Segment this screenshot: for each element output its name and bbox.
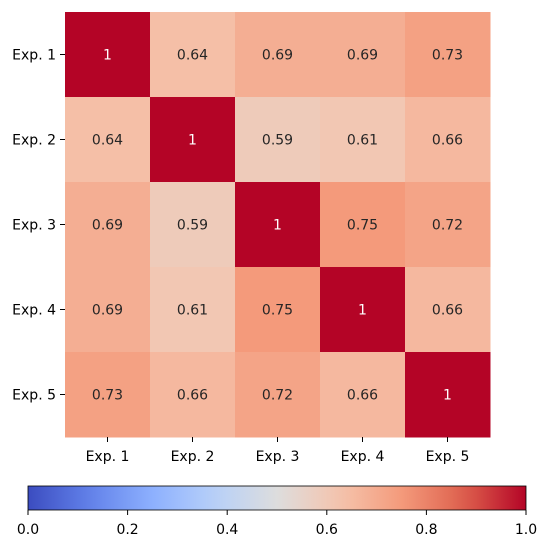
heatmap-cell-r3-c4 [320, 182, 406, 268]
cell-value-label-r3-c4: 0.75 [347, 218, 378, 234]
x-tick-label-2: Exp. 2 [171, 449, 215, 465]
cell-value-label-r5-c3: 0.72 [262, 388, 293, 404]
heatmap-cell-r1-c1 [65, 12, 151, 98]
y-tick-label-2: Exp. 2 [12, 133, 56, 149]
y-tick-label-5: Exp. 5 [12, 388, 56, 404]
x-axis: Exp. 1 Exp. 2 Exp. 3 Exp. 4 Exp. 5 [86, 437, 470, 465]
cell-value-label-r4-c1: 0.69 [92, 303, 123, 319]
y-tick-label-3: Exp. 3 [12, 218, 56, 234]
heatmap-cell-r4-c5 [405, 267, 491, 353]
heatmap-cell-r5-c5 [405, 352, 491, 438]
heatmap-cell-r4-c2 [150, 267, 236, 353]
cell-value-label-r4-c4: 1 [358, 303, 367, 319]
cell-value-label-r5-c5: 1 [443, 388, 452, 404]
cell-value-label-r1-c5: 0.73 [432, 48, 463, 64]
y-axis: Exp. 1 Exp. 2 Exp. 3 Exp. 4 Exp. 5 [12, 48, 65, 404]
heatmap-cell-r2-c1 [65, 97, 151, 183]
heatmap-cell-r5-c2 [150, 352, 236, 438]
cell-value-label-r3-c1: 0.69 [92, 218, 123, 234]
heatmap-cell-r4-c4 [320, 267, 406, 353]
cell-value-label-r5-c4: 0.66 [347, 388, 378, 404]
heatmap-cells [65, 12, 491, 438]
heatmap-cell-r3-c1 [65, 182, 151, 268]
cell-value-label-r4-c2: 0.61 [177, 303, 208, 319]
cell-value-label-r4-c3: 0.75 [262, 303, 293, 319]
x-tick-label-4: Exp. 4 [341, 449, 385, 465]
cell-value-label-r3-c2: 0.59 [177, 218, 208, 234]
heatmap-cell-r3-c5 [405, 182, 491, 268]
heatmap-cell-labels: 1 0.64 0.69 0.69 0.73 0.64 1 0.59 0.61 0.66 0.69 0.… [92, 48, 463, 404]
cell-value-label-r1-c4: 0.69 [347, 48, 378, 64]
y-tick-label-4: Exp. 4 [12, 303, 56, 319]
cell-value-label-r5-c2: 0.66 [177, 388, 208, 404]
colorbar-gradient-bar [27, 485, 527, 511]
x-tick-label-1: Exp. 1 [86, 449, 130, 465]
cell-value-label-r1-c3: 0.69 [262, 48, 293, 64]
heatmap-cell-r3-c3 [235, 182, 321, 268]
x-tick-label-3: Exp. 3 [256, 449, 300, 465]
cell-value-label-r1-c1: 1 [103, 48, 112, 64]
colorbar-tick-label-4: 0.6 [316, 522, 338, 538]
heatmap-cell-r1-c4 [320, 12, 406, 98]
heatmap-cell-r3-c2 [150, 182, 236, 268]
heatmap-cell-r1-c5 [405, 12, 491, 98]
x-tick-label-5: Exp. 5 [426, 449, 470, 465]
heatmap-cell-r2-c4 [320, 97, 406, 183]
heatmap-cell-r5-c4 [320, 352, 406, 438]
cell-value-label-r2-c3: 0.59 [262, 133, 293, 149]
cell-value-label-r4-c5: 0.66 [432, 303, 463, 319]
colorbar: 0.0 0.2 0.4 0.6 0.8 1.0 [17, 485, 537, 538]
colorbar-tick-label-1: 0.0 [17, 522, 39, 538]
cell-value-label-r5-c1: 0.73 [92, 388, 123, 404]
heatmap-cell-r4-c1 [65, 267, 151, 353]
y-tick-label-1: Exp. 1 [12, 48, 56, 64]
colorbar-tick-label-3: 0.4 [216, 522, 238, 538]
cell-value-label-r2-c2: 1 [188, 133, 197, 149]
cell-value-label-r3-c3: 1 [273, 218, 282, 234]
colorbar-tick-label-2: 0.2 [116, 522, 138, 538]
heatmap-cell-r5-c3 [235, 352, 321, 438]
colorbar-tick-label-6: 1.0 [515, 522, 537, 538]
heatmap-cell-r5-c1 [65, 352, 151, 438]
heatmap-cell-r2-c3 [235, 97, 321, 183]
heatmap-cell-r4-c3 [235, 267, 321, 353]
cell-value-label-r3-c5: 0.72 [432, 218, 463, 234]
cell-value-label-r1-c2: 0.64 [177, 48, 208, 64]
heatmap-cell-r1-c3 [235, 12, 321, 98]
cell-value-label-r2-c5: 0.66 [432, 133, 463, 149]
heatmap-cell-r2-c5 [405, 97, 491, 183]
cell-value-label-r2-c1: 0.64 [92, 133, 123, 149]
colorbar-tick-label-5: 0.8 [415, 522, 437, 538]
heatmap-cell-r2-c2 [150, 97, 236, 183]
cell-value-label-r2-c4: 0.61 [347, 133, 378, 149]
heatmap-cell-r1-c2 [150, 12, 236, 98]
